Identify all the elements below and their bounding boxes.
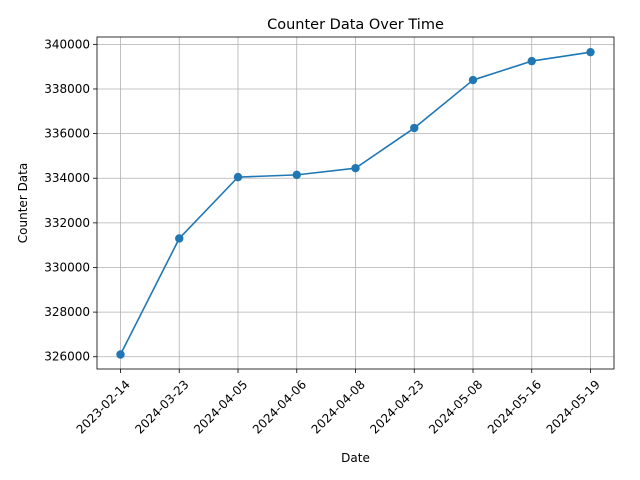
y-tick-label: 334000 — [44, 171, 90, 185]
x-axis-label: Date — [341, 451, 370, 465]
data-point — [233, 172, 243, 182]
data-point — [292, 170, 301, 180]
chart-title: Counter Data Over Time — [267, 17, 444, 33]
y-tick-label: 338000 — [44, 82, 90, 96]
data-point — [410, 123, 419, 133]
y-tick-label: 336000 — [44, 127, 90, 141]
data-point — [527, 56, 536, 66]
y-tick-label: 328000 — [44, 305, 90, 319]
y-tick-label: 330000 — [44, 260, 90, 274]
data-point — [468, 75, 478, 85]
y-tick-label: 326000 — [44, 350, 90, 364]
data-point — [116, 350, 125, 359]
data-point — [175, 234, 184, 243]
data-point — [351, 163, 360, 173]
y-tick-label: 332000 — [44, 216, 90, 230]
y-tick-label: 340000 — [44, 37, 90, 51]
series-layer — [116, 47, 595, 359]
grid — [97, 37, 614, 369]
data-point — [586, 47, 595, 57]
y-axis-label: Counter Data — [16, 163, 30, 243]
